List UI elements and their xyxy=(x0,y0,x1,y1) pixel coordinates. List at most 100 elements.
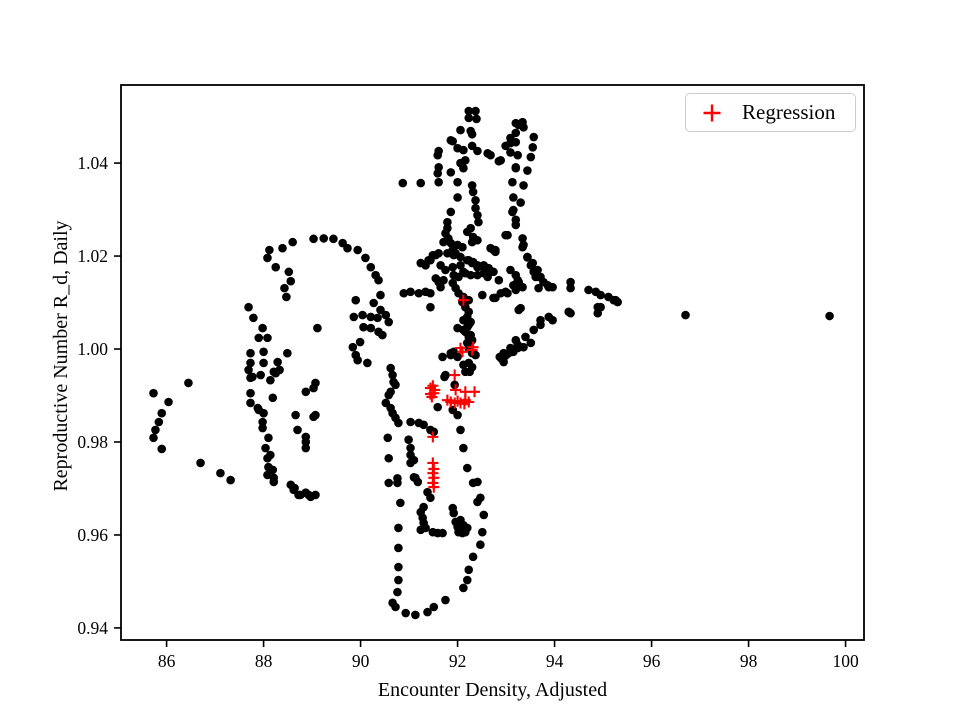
data-point xyxy=(254,333,264,343)
data-point xyxy=(471,203,480,213)
data-point xyxy=(476,540,485,550)
data-point xyxy=(164,397,173,407)
data-point xyxy=(398,178,408,188)
data-point xyxy=(355,337,365,347)
data-point xyxy=(301,387,311,397)
data-point xyxy=(478,527,487,537)
data-point xyxy=(256,370,265,380)
data-point xyxy=(351,295,361,305)
data-point xyxy=(311,378,320,388)
data-point xyxy=(464,565,474,575)
data-point xyxy=(244,365,253,375)
data-point xyxy=(280,283,289,293)
data-point xyxy=(459,163,468,173)
data-point xyxy=(263,253,272,263)
data-point xyxy=(419,420,428,430)
data-point xyxy=(473,210,482,220)
data-point xyxy=(511,220,521,230)
x-tick-label: 86 xyxy=(158,651,176,671)
data-point xyxy=(376,305,385,315)
data-point xyxy=(154,417,164,427)
data-point xyxy=(366,323,376,333)
regression-point xyxy=(457,294,469,306)
data-point xyxy=(409,455,419,465)
data-point xyxy=(456,261,465,270)
regression-point xyxy=(428,481,440,493)
data-point xyxy=(433,169,442,178)
data-point xyxy=(226,475,235,485)
x-tick-label: 90 xyxy=(352,651,370,671)
data-point xyxy=(266,450,275,460)
data-point xyxy=(584,285,593,295)
data-point xyxy=(149,433,158,443)
regression-point xyxy=(449,369,461,381)
data-point xyxy=(406,287,415,297)
data-point xyxy=(439,275,448,285)
data-point xyxy=(534,283,543,293)
data-point xyxy=(465,367,475,377)
data-point xyxy=(526,261,536,270)
data-point xyxy=(433,402,442,412)
data-point xyxy=(444,234,453,243)
data-point xyxy=(399,288,409,298)
axis-ticks: 86 88 90 92 94 96 98 100 0.94 0.96 0.98 1.00 1.02 1.0… xyxy=(77,153,859,671)
data-point xyxy=(504,348,513,358)
data-point xyxy=(523,166,532,175)
data-point xyxy=(448,136,458,146)
data-point xyxy=(453,177,462,187)
data-point xyxy=(454,272,463,282)
data-point xyxy=(406,443,415,453)
data-point xyxy=(381,310,391,320)
data-point xyxy=(511,283,521,293)
data-point xyxy=(393,478,402,488)
data-point xyxy=(416,178,426,188)
data-point xyxy=(474,217,483,227)
data-point xyxy=(423,607,432,617)
regression-point xyxy=(450,384,462,396)
data-point xyxy=(248,372,257,382)
x-tick-label: 98 xyxy=(740,651,758,671)
data-point xyxy=(511,270,521,280)
data-point xyxy=(462,463,472,473)
data-point xyxy=(284,267,294,277)
data-point xyxy=(259,358,268,368)
data-point xyxy=(151,425,160,435)
data-point xyxy=(456,425,465,435)
data-point xyxy=(511,128,521,138)
data-point xyxy=(473,235,482,245)
regression-point xyxy=(463,396,475,408)
data-point xyxy=(157,408,167,418)
data-point xyxy=(503,230,512,240)
data-point xyxy=(518,282,527,292)
data-point xyxy=(496,156,506,165)
data-point xyxy=(436,282,445,292)
data-point xyxy=(416,525,426,535)
data-point xyxy=(378,330,387,340)
data-point xyxy=(433,150,442,160)
data-point xyxy=(529,132,539,142)
data-point xyxy=(348,342,358,352)
data-point xyxy=(258,423,267,433)
data-point xyxy=(440,372,449,382)
data-point xyxy=(471,350,480,360)
data-point xyxy=(244,302,253,312)
data-point xyxy=(216,468,225,478)
data-point xyxy=(478,290,487,300)
data-point xyxy=(523,253,532,262)
data-point xyxy=(311,490,320,500)
data-point xyxy=(431,250,441,260)
data-point xyxy=(466,270,475,280)
data-point xyxy=(384,390,394,400)
data-point xyxy=(386,363,395,373)
data-point xyxy=(301,443,311,453)
data-point xyxy=(431,274,441,283)
data-point xyxy=(396,498,405,508)
x-tick-label: 100 xyxy=(832,651,859,671)
data-point xyxy=(611,295,620,305)
data-point xyxy=(258,323,267,333)
data-point xyxy=(518,242,527,252)
data-point xyxy=(566,283,575,293)
data-point xyxy=(506,265,515,275)
data-point xyxy=(268,465,278,475)
